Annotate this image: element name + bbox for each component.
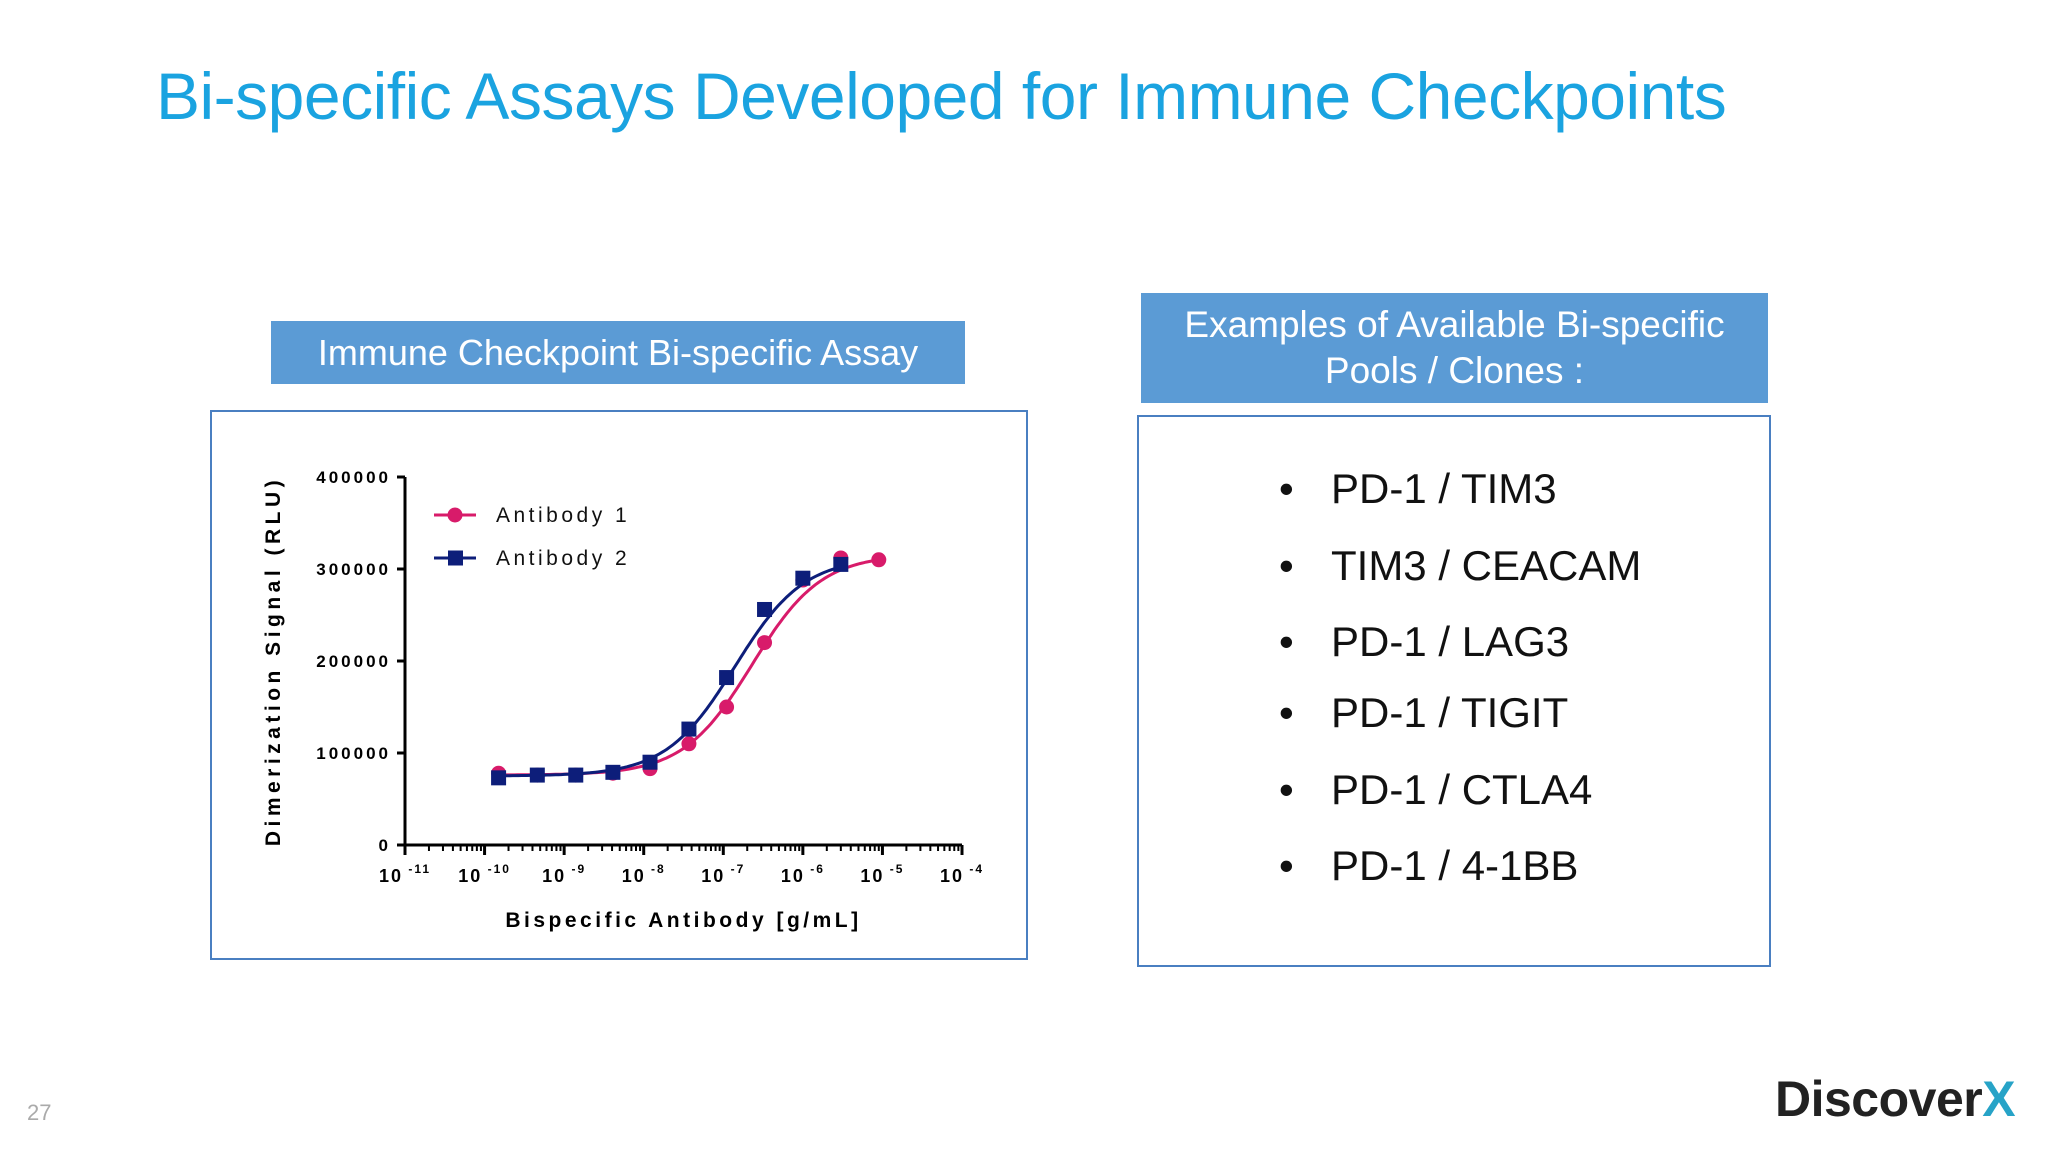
slide-title: Bi-specific Assays Developed for Immune … (156, 59, 1727, 133)
y-tick-label: 200000 (316, 652, 391, 671)
series-1-point (719, 699, 735, 715)
clone-label: TIM3 / CEACAM (1331, 542, 1642, 589)
series-2-fit-curve (498, 565, 842, 778)
series-2-point (757, 601, 773, 617)
series-2-point (529, 767, 545, 783)
bullet-icon: • (1279, 689, 1294, 736)
x-tick-label: 10 -5 (860, 862, 904, 886)
clones-header: Examples of Available Bi-specific Pools … (1141, 293, 1768, 403)
list-item: • PD-1 / TIGIT (1279, 689, 1568, 737)
x-tick-label: 10 -7 (701, 862, 745, 886)
logo-x: X (1982, 1071, 2016, 1127)
y-tick-label: 100000 (316, 744, 391, 763)
y-axis-label: Dimerization Signal (RLU) (262, 476, 285, 846)
clones-panel: • PD-1 / TIM3 • TIM3 / CEACAM • PD-1 / LAG3… (1137, 415, 1771, 967)
clone-label: PD-1 / TIM3 (1331, 465, 1557, 512)
bullet-icon: • (1279, 465, 1294, 512)
list-item: • TIM3 / CEACAM (1279, 542, 1641, 590)
x-tick-label: 10 -8 (622, 862, 666, 886)
series-2-point (605, 764, 621, 780)
x-tick-label: 10 -11 (379, 862, 431, 886)
series-2-point (681, 721, 697, 737)
x-tick-label: 10 -4 (940, 862, 984, 886)
clone-label: PD-1 / CTLA4 (1331, 766, 1593, 813)
x-tick-label: 10 -10 (458, 862, 511, 886)
discoverx-logo: DiscoverX (1775, 1070, 2016, 1128)
clone-label: PD-1 / TIGIT (1331, 689, 1569, 736)
x-axis-label: Bispecific Antibody [g/mL] (505, 909, 861, 932)
assay-header: Immune Checkpoint Bi-specific Assay (271, 321, 965, 384)
series-2-point (491, 770, 507, 786)
series-2-point (833, 556, 849, 572)
list-item: • PD-1 / TIM3 (1279, 465, 1557, 513)
series-2-point (642, 754, 658, 770)
legend-marker (448, 550, 463, 566)
clones-header-line2: Pools / Clones : (1324, 350, 1585, 391)
page-number: 27 (27, 1100, 52, 1125)
logo-text: Discover (1775, 1071, 1983, 1127)
x-tick-label: 10 -6 (781, 862, 825, 886)
clone-label: PD-1 / LAG3 (1331, 618, 1570, 665)
series-1-point (871, 552, 887, 568)
legend-label: Antibody 2 (496, 547, 630, 570)
bullet-icon: • (1279, 842, 1294, 889)
clone-label: PD-1 / 4-1BB (1331, 842, 1579, 889)
y-tick-label: 300000 (316, 560, 391, 579)
list-item: • PD-1 / LAG3 (1279, 618, 1569, 666)
list-item: • PD-1 / 4-1BB (1279, 842, 1578, 890)
legend-label: Antibody 1 (496, 504, 630, 527)
series-1-point (757, 635, 773, 651)
dose-response-chart: 0 100000 200000 300000 400000 10 -11 10 -10 10 … (262, 468, 984, 932)
clones-header-line1: Examples of Available Bi-specific (1184, 304, 1725, 345)
list-item: • PD-1 / CTLA4 (1279, 766, 1592, 814)
x-tick-label: 10 -9 (542, 862, 586, 886)
series-2-point (719, 670, 735, 686)
y-tick-label: 400000 (316, 468, 391, 487)
y-tick-label: 0 (379, 836, 391, 855)
bullet-icon: • (1279, 542, 1294, 589)
legend-marker (447, 507, 463, 523)
series-1-point (681, 736, 697, 752)
bullet-icon: • (1279, 618, 1294, 665)
bullet-icon: • (1279, 766, 1294, 813)
chart-panel: 0 100000 200000 300000 400000 10 -11 10 -10 10 … (210, 410, 1028, 960)
series-2-point (568, 767, 584, 783)
series-2-point (795, 570, 811, 586)
